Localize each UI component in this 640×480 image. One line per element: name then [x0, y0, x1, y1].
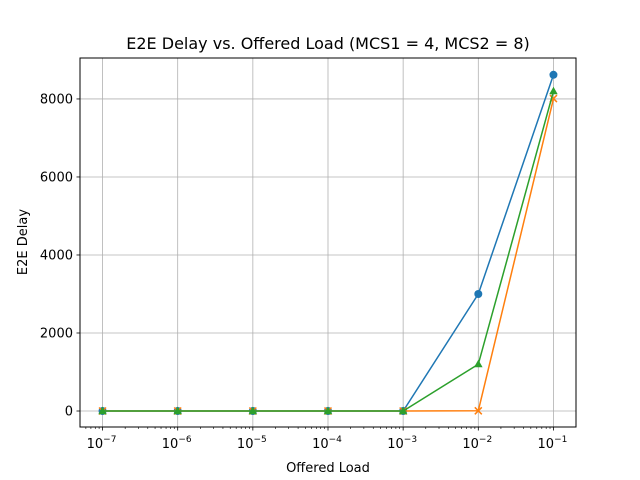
- x-tick-label-exponent: −5: [253, 435, 266, 445]
- data-point: [549, 86, 558, 95]
- x-tick-label: 10−7: [87, 435, 117, 452]
- y-tick-label: 6000: [40, 170, 73, 185]
- x-tick-label: 10−6: [162, 435, 192, 452]
- x-tick-label: 10−2: [462, 435, 492, 452]
- data-point: [474, 359, 483, 368]
- x-tick-label-base: 10: [162, 437, 179, 452]
- y-tick-label: 8000: [40, 92, 73, 107]
- x-tick-label-exponent: −4: [329, 435, 343, 445]
- x-tick-label-base: 10: [87, 437, 104, 452]
- data-point: [398, 406, 408, 415]
- x-tick-label-exponent: −1: [554, 435, 567, 445]
- x-tick-label-exponent: −2: [479, 435, 492, 445]
- x-axis-label: Offered Load: [286, 461, 370, 476]
- chart-title: E2E Delay vs. Offered Load (MCS1 = 4, MC…: [126, 34, 529, 53]
- grid-layer: [80, 58, 576, 427]
- data-point: [474, 289, 483, 298]
- x-tick-label-base: 10: [387, 437, 404, 452]
- x-tick-label: 10−4: [312, 435, 342, 452]
- x-tick-label-exponent: −7: [103, 435, 116, 445]
- series-layer: [98, 70, 558, 416]
- x-tick-label-base: 10: [237, 437, 254, 452]
- x-tick-label-base: 10: [462, 437, 479, 452]
- x-tick-label: 10−5: [237, 435, 267, 452]
- data-point: [549, 70, 558, 79]
- y-tick-label: 2000: [40, 326, 73, 341]
- y-axis-label: E2E Delay: [16, 209, 31, 275]
- data-point: [98, 406, 107, 415]
- y-tick-label: 0: [65, 405, 73, 420]
- x-tick-label: 10−3: [387, 435, 417, 452]
- x-tick-label-exponent: −3: [404, 435, 417, 445]
- series-3: [98, 86, 558, 415]
- data-point: [323, 406, 333, 415]
- y-tick-label: 4000: [40, 248, 73, 263]
- data-point: [474, 406, 483, 415]
- tick-layer: 10−7 10−6 10−5 10−4 10−3 10−2 10−1020004000600…: [40, 92, 567, 452]
- data-point: [173, 406, 182, 415]
- x-tick-label: 10−1: [538, 435, 568, 452]
- x-tick-label-exponent: −6: [178, 435, 192, 445]
- x-tick-label-base: 10: [538, 437, 555, 452]
- x-tick-label-base: 10: [312, 437, 329, 452]
- data-point: [248, 406, 258, 415]
